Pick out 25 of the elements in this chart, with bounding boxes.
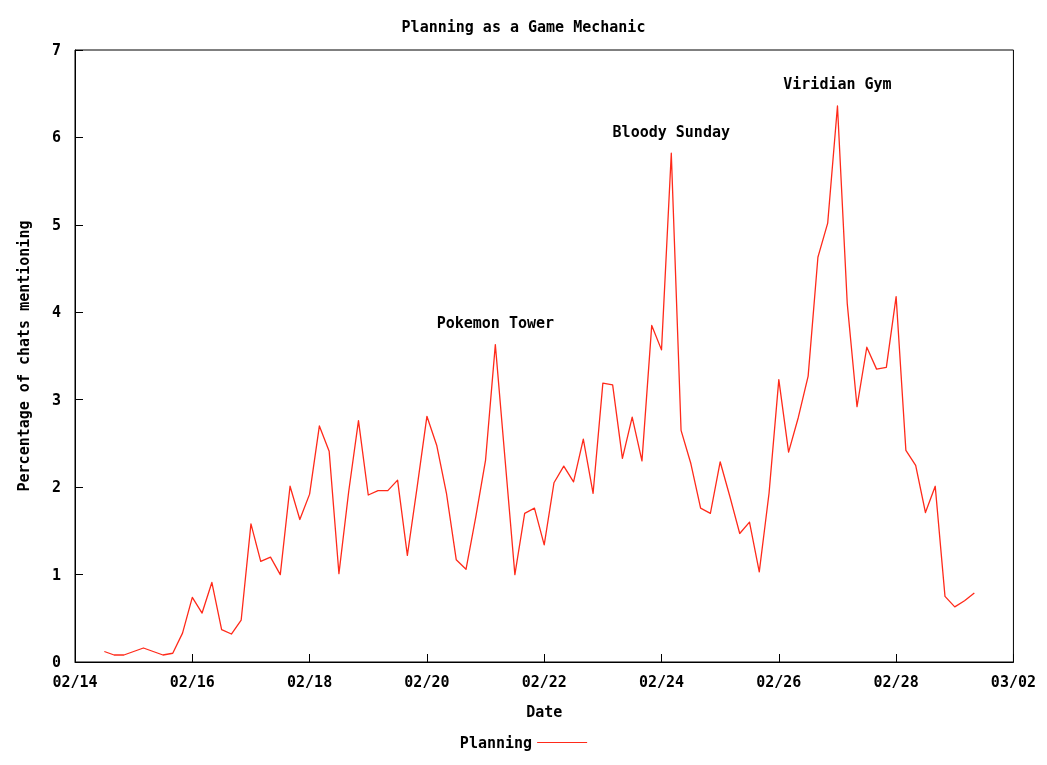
y-tick-label: 5 [51,215,61,234]
x-tick-label: 02/24 [638,672,685,691]
x-tick-label: 02/16 [169,672,215,691]
x-tick-label: 02/26 [756,672,802,691]
x-tick-label: 02/18 [287,672,333,691]
y-tick-label: 3 [51,390,61,409]
y-tick-label: 4 [51,303,61,322]
y-tick-label: 7 [51,41,61,59]
legend-label: Planning [459,733,533,752]
line-series [103,105,975,656]
annotation: Pokemon Tower [436,314,555,333]
y-tick-label: 1 [51,565,61,584]
y-axis-title: Percentage of chats mentioning [14,220,33,492]
y-tick-label: 2 [51,478,61,497]
annotation: Bloody Sunday [612,122,730,141]
x-axis-title: Date [526,702,563,721]
x-tick-label: 02/14 [52,672,98,691]
chart-title: Planning as a Game Mechanic [401,17,646,36]
x-tick-label: 02/20 [404,672,450,691]
x-tick-label: 03/02 [990,672,1036,691]
x-tick-label: 02/22 [521,672,567,691]
y-tick-label: 6 [51,128,61,147]
annotation: Viridian Gym [783,75,892,94]
y-tick-label: 0 [51,653,61,671]
x-tick-label: 02/28 [873,672,919,691]
